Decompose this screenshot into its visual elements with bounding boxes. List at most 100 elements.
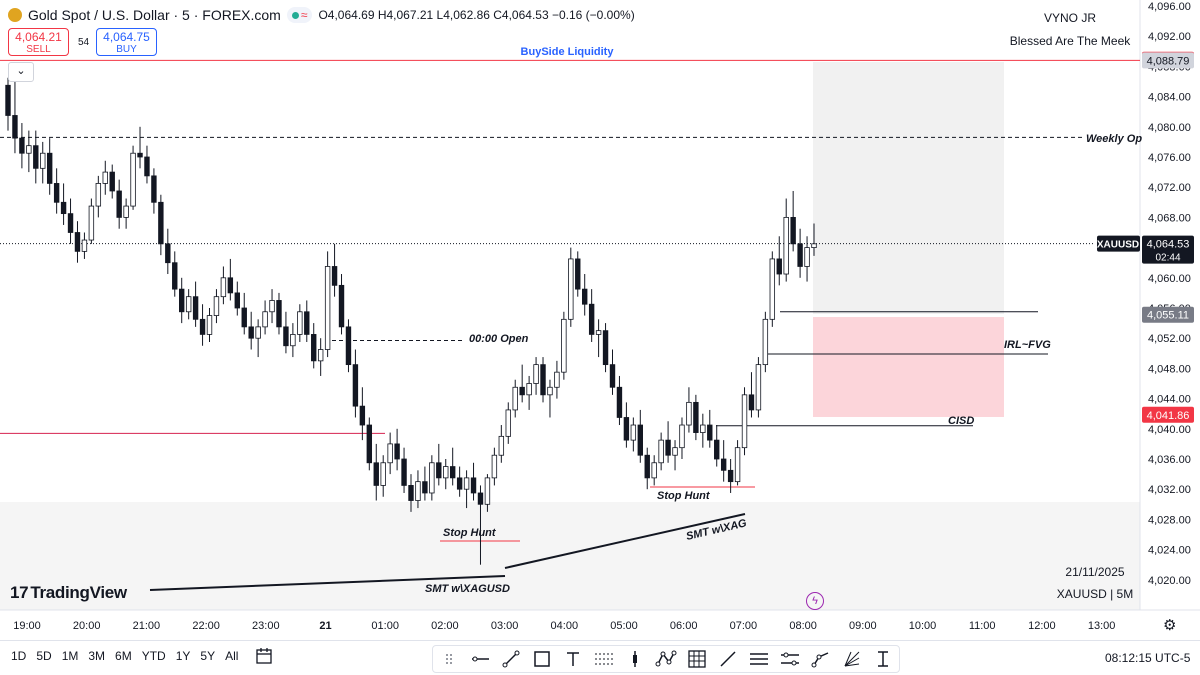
y-tick-label: 4,092.00 <box>1148 31 1191 43</box>
x-tick-label: 11:00 <box>969 620 996 632</box>
y-tick-label: 4,060.00 <box>1148 273 1191 285</box>
x-tick-label: 21 <box>319 620 331 632</box>
horizontal-line-icon[interactable] <box>468 648 492 670</box>
candle <box>748 372 755 418</box>
candle <box>776 236 782 286</box>
candle <box>338 274 345 335</box>
midnight-open-label: 00:00 Open <box>469 333 529 345</box>
drag-handle-icon[interactable] <box>437 648 461 670</box>
y-tick-label: 4,072.00 <box>1148 182 1191 194</box>
calendar-icon[interactable] <box>255 647 273 669</box>
tradingview-mark-icon: 17 <box>10 583 29 602</box>
range-6m[interactable]: 6M <box>115 649 132 663</box>
range-ytd[interactable]: YTD <box>141 649 166 663</box>
range-1d[interactable]: 1D <box>11 649 27 663</box>
x-tick-label: 02:00 <box>431 620 459 632</box>
range-5y[interactable]: 5Y <box>200 649 216 663</box>
pattern-icon[interactable] <box>654 648 678 670</box>
candle <box>609 349 616 395</box>
sell-price: 4,064.21 <box>15 30 62 44</box>
buyside-liquidity-label: BuySide Liquidity <box>521 46 615 58</box>
cisd-label: CISD <box>948 415 974 427</box>
candle <box>463 470 470 509</box>
bolt-icon[interactable]: ϟ <box>806 592 824 610</box>
collapse-legend-button[interactable]: ⌄ <box>8 62 34 82</box>
session-clock[interactable]: 08:12:15 UTC-5 <box>1105 651 1191 665</box>
gann-fan-icon[interactable] <box>840 648 864 670</box>
y-tick-label: 4,068.00 <box>1148 212 1191 224</box>
bottom-toolbar: 1D 5D 1M 3M 6M YTD 1Y 5Y All 08:12:15 UT… <box>0 640 1200 675</box>
grid-icon[interactable] <box>685 648 709 670</box>
candle <box>74 221 81 263</box>
x-tick-label: 20:00 <box>73 620 101 632</box>
candle <box>206 308 213 342</box>
x-tick-label: 19:00 <box>13 620 41 632</box>
y-tick-label: 4,028.00 <box>1148 514 1191 526</box>
candle <box>311 323 317 369</box>
candle <box>158 194 164 256</box>
trend-line-icon[interactable] <box>499 648 523 670</box>
candle <box>220 266 227 305</box>
text-icon[interactable] <box>561 648 585 670</box>
candle <box>644 447 650 490</box>
candle <box>297 304 303 342</box>
path-icon[interactable] <box>809 648 833 670</box>
candle <box>415 470 421 509</box>
x-tick-label: 09:00 <box>849 620 877 632</box>
candle <box>248 311 254 350</box>
range-3m[interactable]: 3M <box>88 649 106 663</box>
candle <box>595 319 602 358</box>
candle <box>804 236 810 282</box>
candle <box>714 425 720 467</box>
x-tick-label: 23:00 <box>252 620 280 632</box>
candle <box>436 443 442 486</box>
measure-icon[interactable] <box>871 648 895 670</box>
tradingview-logo[interactable]: 17 TradingView <box>10 583 127 603</box>
market-status-badge[interactable]: ≈ <box>286 7 313 23</box>
candle <box>512 379 518 418</box>
candle <box>81 232 88 259</box>
range-1m[interactable]: 1M <box>61 649 79 663</box>
candle <box>116 179 122 229</box>
range-5d[interactable]: 5D <box>36 649 52 663</box>
range-1y[interactable]: 1Y <box>175 649 191 663</box>
rectangle-icon[interactable] <box>530 648 554 670</box>
candle <box>700 413 706 448</box>
brush-icon[interactable] <box>716 648 740 670</box>
fib-retracement-icon[interactable] <box>592 648 616 670</box>
buy-label: BUY <box>116 44 137 55</box>
weekly-open-label: Weekly Op <box>1086 133 1142 145</box>
svg-text:4,055.11: 4,055.11 <box>1147 310 1189 322</box>
bottom-zone <box>0 502 1140 610</box>
candle <box>637 409 643 463</box>
candle <box>554 360 560 399</box>
range-all[interactable]: All <box>225 649 239 663</box>
pink-zone <box>813 317 1004 417</box>
candle <box>477 485 484 565</box>
price-chart[interactable]: 4,096.004,092.004,088.004,084.004,080.00… <box>0 0 1200 640</box>
candle <box>505 402 511 444</box>
y-tick-label: 4,036.00 <box>1148 454 1191 466</box>
range-selector: 1D 5D 1M 3M 6M YTD 1Y 5Y All <box>6 649 243 663</box>
buy-price: 4,064.75 <box>103 30 150 44</box>
time-axis[interactable]: 19:00 20:00 21:00 22:00 23:00 21 01:00 02:00 03:… <box>13 620 1115 632</box>
parallel-lines-icon[interactable] <box>747 648 771 670</box>
symbol-title[interactable]: Gold Spot / U.S. Dollar · 5 · FOREX.com <box>28 7 281 23</box>
y-tick-label: 4,020.00 <box>1148 575 1191 587</box>
candle <box>408 474 414 512</box>
long-position-icon[interactable] <box>623 648 647 670</box>
channel-icon[interactable] <box>778 648 802 670</box>
tradingview-logo-text: TradingView <box>30 583 127 602</box>
buy-button[interactable]: 4,064.75 BUY <box>96 28 157 56</box>
candle <box>790 190 796 252</box>
gear-icon[interactable]: ⚙ <box>1163 617 1177 634</box>
y-tick-label: 4,096.00 <box>1148 1 1191 13</box>
candle <box>734 440 741 486</box>
sell-button[interactable]: 4,064.21 SELL <box>8 28 69 56</box>
x-tick-label: 04:00 <box>551 620 579 632</box>
candle <box>519 364 525 403</box>
candle <box>568 247 574 327</box>
candle <box>137 126 143 169</box>
x-tick-label: 22:00 <box>192 620 220 632</box>
spread-value: 54 <box>78 37 90 48</box>
